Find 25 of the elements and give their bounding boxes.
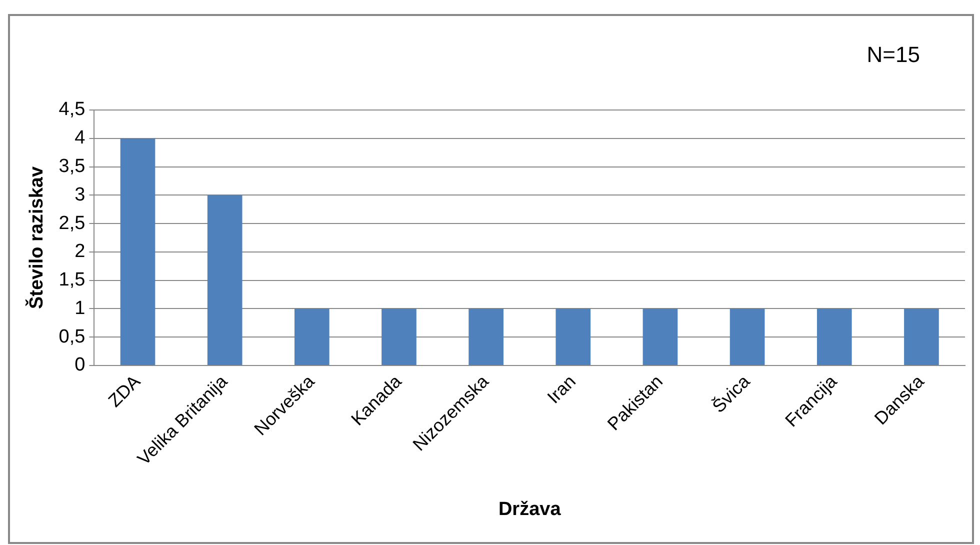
bar: [468, 308, 504, 365]
y-tick-label: 1,5: [58, 270, 86, 291]
bar: [642, 308, 678, 365]
x-tick-label: ZDA: [104, 371, 144, 411]
bar: [294, 308, 330, 365]
y-tick-label: 3,5: [58, 156, 86, 177]
x-axis-title: Država: [498, 498, 562, 520]
bar: [207, 195, 242, 365]
bar: [730, 308, 765, 365]
bar: [904, 308, 939, 365]
y-tick-label: 4: [74, 128, 86, 149]
bar: [120, 138, 156, 365]
y-tick-label: 0,5: [58, 326, 86, 348]
y-tick-label: 2: [74, 241, 86, 262]
bar: [556, 308, 591, 365]
bar: [816, 308, 852, 365]
text: N=15: [866, 42, 920, 67]
y-tick-label: 0: [74, 354, 86, 376]
y-axis-title: Število raziskav: [24, 166, 48, 310]
y-tick-label: 3: [74, 184, 86, 206]
bar: [382, 308, 416, 365]
y-tick-label: 1: [74, 298, 86, 319]
y-tick-label: 4,5: [58, 99, 86, 120]
x-tick-label: Iran: [543, 371, 580, 408]
y-tick-label: 2,5: [58, 212, 86, 234]
